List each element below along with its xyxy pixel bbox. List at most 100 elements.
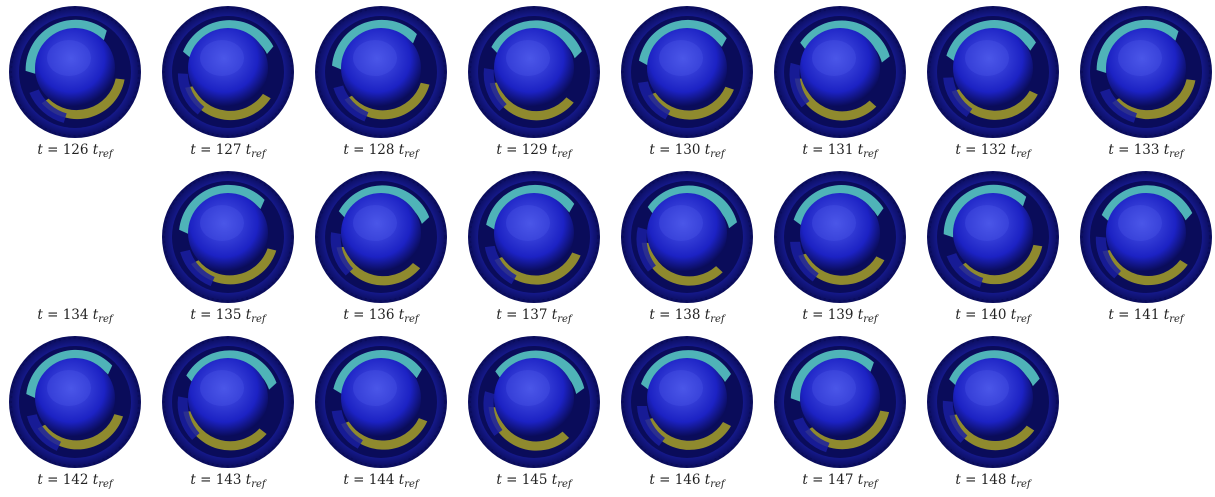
olive-film-region xyxy=(341,418,428,450)
time-label: t = 134 tref xyxy=(37,307,113,325)
snapshot-cell: t = 148 tref xyxy=(918,332,1068,497)
cyan-film-region xyxy=(793,185,884,226)
cyan-film-region xyxy=(338,185,430,224)
ring-snapshot xyxy=(621,336,753,468)
cyan-film-region xyxy=(647,185,738,229)
ring-snapshot xyxy=(927,336,1059,468)
cyan-film-region xyxy=(949,350,1040,387)
cyan-film-region xyxy=(943,184,1027,238)
ring-snapshot xyxy=(774,171,906,303)
time-label: t = 139 tref xyxy=(802,307,878,325)
ring-snapshot xyxy=(621,171,753,303)
time-subscript: ref xyxy=(1169,314,1184,325)
time-subscript: ref xyxy=(404,149,419,160)
time-label: t = 132 tref xyxy=(955,142,1031,160)
snapshot-cell: t = 134 tref xyxy=(0,167,150,332)
olive-film-region xyxy=(958,244,1043,285)
snapshot-image xyxy=(619,4,755,140)
inner-disk xyxy=(35,28,115,108)
ring-snapshot xyxy=(1080,6,1212,138)
time-label: t = 137 tref xyxy=(496,307,572,325)
inner-disk xyxy=(800,358,880,438)
olive-film-region xyxy=(798,253,885,285)
snapshot-cell: t = 137 tref xyxy=(459,167,609,332)
inner-disk xyxy=(341,193,421,273)
ring-snapshot xyxy=(927,171,1059,303)
time-value: 141 xyxy=(1133,307,1160,323)
cyan-film-region xyxy=(946,20,1036,62)
time-value: 137 xyxy=(521,307,548,323)
inner-disk xyxy=(953,28,1033,108)
time-subscript: ref xyxy=(251,149,266,160)
inner-disk xyxy=(494,193,574,273)
inner-disk xyxy=(188,358,268,438)
snapshot-image xyxy=(160,334,296,470)
time-value: 143 xyxy=(215,472,242,488)
time-label: t = 142 tref xyxy=(37,472,113,490)
snapshot-cell: t = 144 tref xyxy=(306,332,456,497)
time-value: 138 xyxy=(674,307,701,323)
time-value: 147 xyxy=(827,472,854,488)
time-value: 131 xyxy=(827,142,854,158)
snapshot-cell: t = 142 tref xyxy=(0,332,150,497)
snapshot-image xyxy=(772,169,908,305)
ring-snapshot xyxy=(774,6,906,138)
time-subscript: ref xyxy=(710,479,725,490)
time-label: t = 128 tref xyxy=(343,142,419,160)
time-subscript: ref xyxy=(98,479,113,490)
cyan-film-region xyxy=(1101,185,1193,222)
time-value: 135 xyxy=(215,307,242,323)
time-label: t = 129 tref xyxy=(496,142,572,160)
cyan-film-region xyxy=(495,350,585,394)
snapshot-image xyxy=(313,169,449,305)
olive-film-region xyxy=(1102,249,1188,286)
time-label: t = 141 tref xyxy=(1108,307,1184,325)
olive-film-region xyxy=(191,248,277,285)
snapshot-image xyxy=(1078,4,1214,140)
inner-disk xyxy=(800,193,880,273)
cyan-film-region xyxy=(1096,19,1179,74)
time-label: t = 135 tref xyxy=(190,307,266,325)
snapshot-cell: t = 145 tref xyxy=(459,332,609,497)
time-value: 134 xyxy=(62,307,89,323)
time-subscript: ref xyxy=(863,149,878,160)
snapshot-cell: t = 141 tref xyxy=(1071,167,1215,332)
snapshot-image xyxy=(925,169,1061,305)
time-subscript: ref xyxy=(1016,314,1031,325)
olive-film-region xyxy=(641,242,723,286)
olive-film-region xyxy=(645,418,731,450)
snapshot-cell: t = 132 tref xyxy=(918,2,1068,167)
ring-snapshot xyxy=(468,171,600,303)
snapshot-image xyxy=(772,4,908,140)
ring-snapshot xyxy=(162,6,294,138)
time-label: t = 127 tref xyxy=(190,142,266,160)
olive-film-region xyxy=(1112,79,1196,120)
cyan-film-region xyxy=(183,20,274,59)
time-label: t = 143 tref xyxy=(190,472,266,490)
snapshot-image xyxy=(466,4,602,140)
time-value: 146 xyxy=(674,472,701,488)
ring-snapshot xyxy=(9,336,141,468)
snapshot-image xyxy=(313,334,449,470)
cyan-film-region xyxy=(790,349,874,402)
time-value: 129 xyxy=(521,142,548,158)
snapshot-cell: t = 131 tref xyxy=(765,2,915,167)
inner-disk xyxy=(188,193,268,273)
olive-film-region xyxy=(949,414,1035,451)
snapshot-cell: t = 140 tref xyxy=(918,167,1068,332)
snapshot-image xyxy=(619,169,755,305)
time-subscript: ref xyxy=(404,479,419,490)
inner-disk xyxy=(953,358,1033,438)
olive-film-region xyxy=(336,246,421,286)
time-label: t = 126 tref xyxy=(37,142,113,160)
time-value: 128 xyxy=(368,142,395,158)
time-subscript: ref xyxy=(710,314,725,325)
inner-disk xyxy=(341,28,421,108)
snapshot-cell: t = 147 tref xyxy=(765,332,915,497)
ring-snapshot xyxy=(162,336,294,468)
time-value: 130 xyxy=(674,142,701,158)
snapshot-cell: t = 126 tref xyxy=(0,2,150,167)
cyan-film-region xyxy=(641,350,731,390)
time-subscript: ref xyxy=(251,314,266,325)
